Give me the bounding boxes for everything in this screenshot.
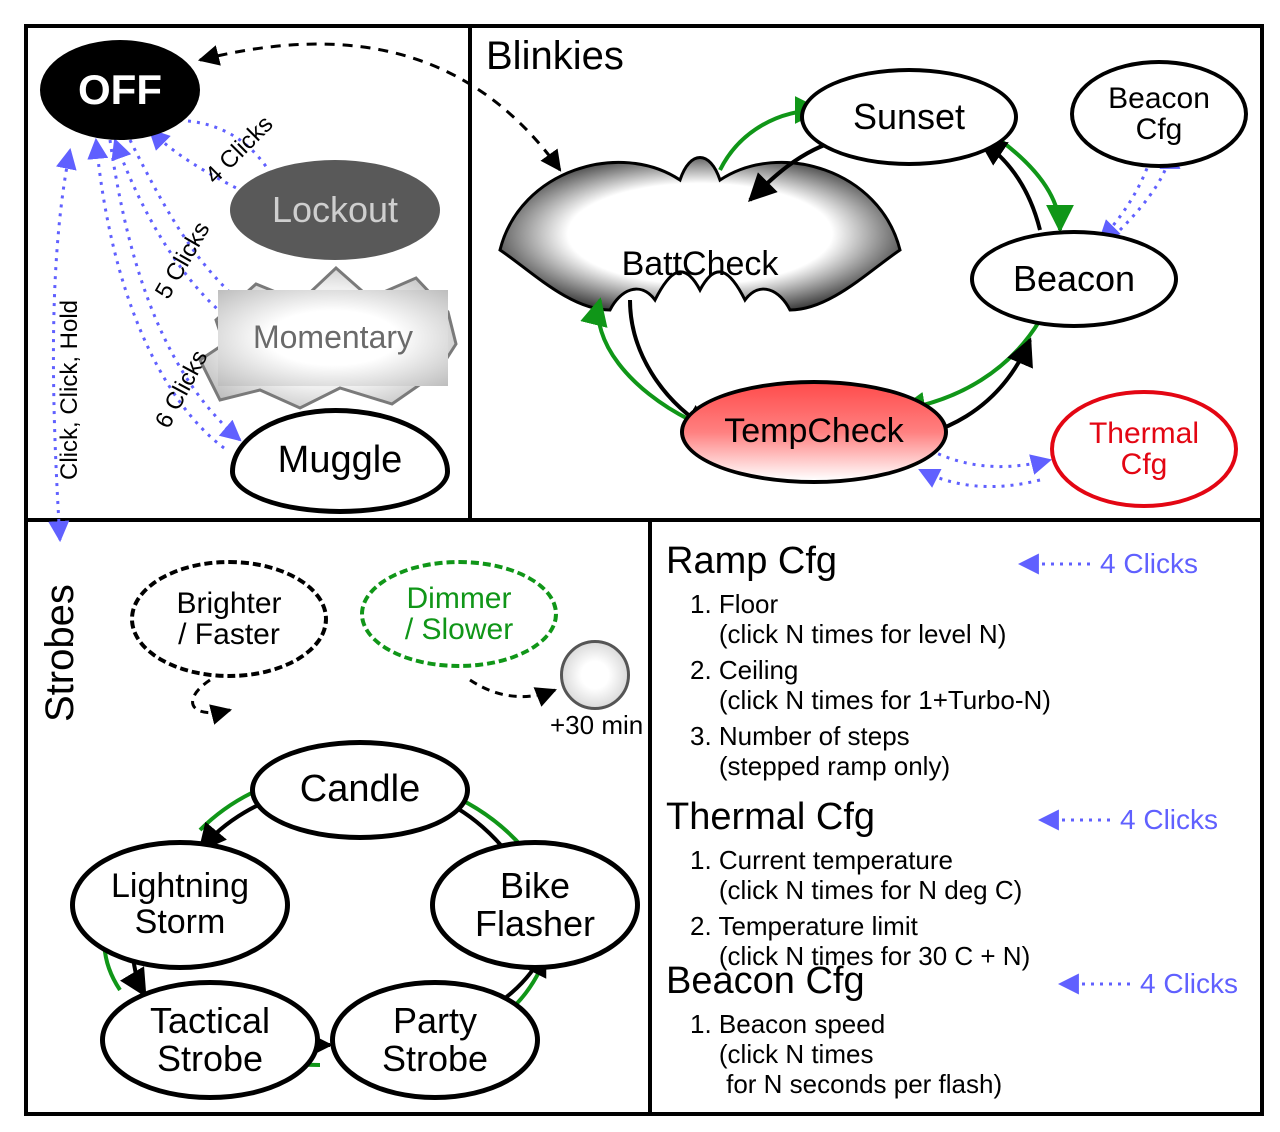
node-tactical: Tactical Strobe xyxy=(100,980,320,1100)
node-beacon-label: Beacon xyxy=(1013,260,1135,298)
node-brighter-label: Brighter / Faster xyxy=(176,588,281,651)
node-tempcheck-label: TempCheck xyxy=(724,414,904,450)
cfg-ramp-click: 4 Clicks xyxy=(1100,548,1198,580)
node-battcheck-label: BattCheck xyxy=(622,247,779,283)
node-beacon: Beacon xyxy=(970,230,1178,328)
cfg-ramp-heading: Ramp Cfg xyxy=(666,540,837,583)
timer-icon xyxy=(560,640,630,710)
node-sunset: Sunset xyxy=(800,68,1018,166)
node-off-label: OFF xyxy=(78,68,162,112)
panel-title-strobes: Strobes xyxy=(38,584,83,722)
node-dimmer: Dimmer / Slower xyxy=(360,560,558,668)
node-bike-label: Bike Flasher xyxy=(475,867,595,943)
node-dimmer-label: Dimmer / Slower xyxy=(405,583,513,646)
panel-title-blinkies: Blinkies xyxy=(486,34,624,79)
node-lightning-label: Lightning Storm xyxy=(111,869,249,940)
node-beaconcfg: Beacon Cfg xyxy=(1070,60,1248,168)
node-tactical-label: Tactical Strobe xyxy=(150,1002,270,1078)
node-momentary-label: Momentary xyxy=(253,321,413,355)
cfg-ramp-1: 1. Floor (click N times for level N) xyxy=(690,590,1006,650)
node-lockout: Lockout xyxy=(230,160,440,260)
timer-label: +30 min xyxy=(550,710,643,741)
cfg-thermal-heading: Thermal Cfg xyxy=(666,796,875,839)
cfg-thermal-click: 4 Clicks xyxy=(1120,804,1218,836)
node-thermalcfg-label: Thermal Cfg xyxy=(1089,418,1199,481)
cfg-ramp-3: 3. Number of steps (stepped ramp only) xyxy=(690,722,950,782)
node-candle-label: Candle xyxy=(300,770,420,810)
node-sunset-label: Sunset xyxy=(853,98,965,136)
node-brighter: Brighter / Faster xyxy=(130,560,328,678)
node-muggle-label: Muggle xyxy=(278,441,403,481)
cfg-beacon-heading: Beacon Cfg xyxy=(666,960,865,1003)
node-bike: Bike Flasher xyxy=(430,840,640,970)
cfg-beacon-click: 4 Clicks xyxy=(1140,968,1238,1000)
node-lightning: Lightning Storm xyxy=(70,840,290,970)
cfg-ramp-2: 2. Ceiling (click N times for 1+Turbo-N) xyxy=(690,656,1051,716)
node-candle: Candle xyxy=(250,740,470,840)
node-beaconcfg-label: Beacon Cfg xyxy=(1108,83,1210,146)
cfg-beacon-1: 1. Beacon speed (click N times for N sec… xyxy=(690,1010,1002,1100)
node-party: Party Strobe xyxy=(330,980,540,1100)
node-battcheck: BattCheck xyxy=(540,170,860,320)
cfg-thermal-1: 1. Current temperature (click N times fo… xyxy=(690,846,1022,906)
node-thermalcfg: Thermal Cfg xyxy=(1050,390,1238,508)
node-party-label: Party Strobe xyxy=(382,1002,488,1078)
label-cch: Click, Click, Hold xyxy=(56,300,84,480)
node-lockout-label: Lockout xyxy=(272,191,398,229)
node-off: OFF xyxy=(40,40,200,140)
node-momentary: Momentary xyxy=(218,290,448,386)
node-tempcheck: TempCheck xyxy=(680,380,948,484)
